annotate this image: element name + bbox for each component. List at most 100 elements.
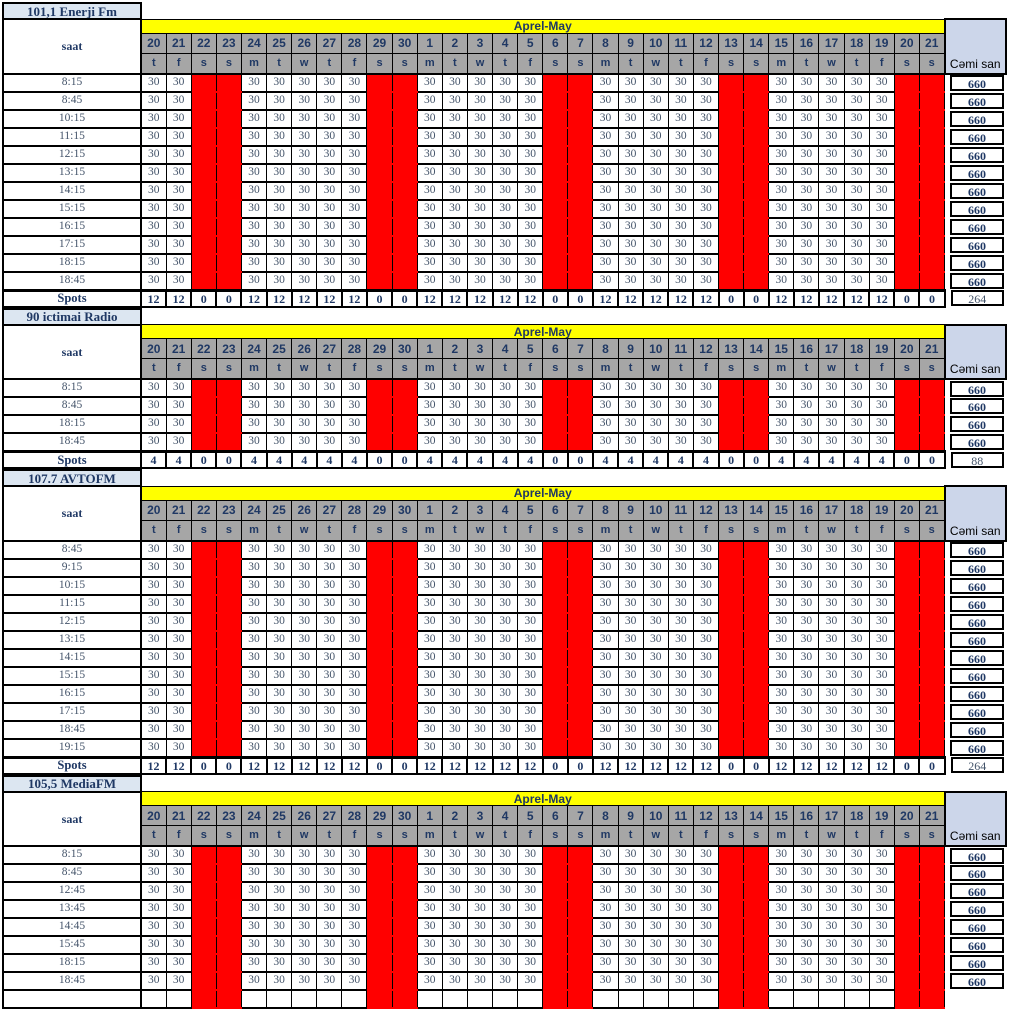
slot-seconds-cell: 30 (518, 164, 543, 182)
weekend-cell (894, 379, 919, 397)
slot-seconds-cell: 30 (417, 236, 442, 254)
slot-seconds-cell: 30 (442, 721, 467, 739)
weekend-cell (894, 272, 919, 291)
slot-seconds-cell: 30 (166, 846, 191, 864)
slot-seconds-cell: 30 (241, 882, 266, 900)
slot-seconds-cell: 30 (668, 667, 693, 685)
slot-seconds-cell: 30 (869, 254, 894, 272)
slot-seconds-cell: 30 (317, 846, 342, 864)
slot-seconds-cell: 30 (342, 900, 367, 918)
slot-seconds-cell: 30 (141, 882, 166, 900)
spots-count-cell: 0 (568, 290, 593, 307)
slot-seconds-cell: 30 (668, 559, 693, 577)
weekend-cell (744, 110, 769, 128)
day-letter-cell: f (342, 359, 367, 380)
slot-seconds-cell: 30 (342, 74, 367, 92)
slot-seconds-cell: 30 (241, 415, 266, 433)
slot-seconds-cell: 30 (417, 200, 442, 218)
weekend-cell (919, 882, 944, 900)
weekend-cell (568, 397, 593, 415)
slot-seconds-cell: 30 (618, 685, 643, 703)
day-number-cell: 17 (819, 806, 844, 826)
slot-seconds-cell: 30 (869, 415, 894, 433)
weekend-cell (543, 685, 568, 703)
time-cell: 13:15 (3, 631, 141, 649)
slot-seconds-cell: 30 (769, 667, 794, 685)
slot-seconds-cell: 30 (643, 254, 668, 272)
slot-seconds-cell: 30 (819, 577, 844, 595)
weekend-cell (543, 272, 568, 291)
weekend-cell (894, 972, 919, 990)
weekend-cell (894, 92, 919, 110)
weekend-cell (719, 433, 744, 452)
row-total-value: 660 (950, 722, 1004, 738)
day-number-cell: 9 (618, 339, 643, 359)
day-letter-cell: f (166, 53, 191, 74)
weekend-cell (744, 272, 769, 291)
day-letter-cell: f (518, 520, 543, 541)
weekend-cell (894, 631, 919, 649)
day-number-cell: 25 (267, 806, 292, 826)
spots-count-cell: 4 (442, 452, 467, 469)
weekend-cell (191, 200, 216, 218)
slot-seconds-cell: 30 (819, 972, 844, 990)
slot-seconds-cell: 30 (869, 918, 894, 936)
slot-seconds-cell: 30 (493, 272, 518, 291)
spots-count-cell: 4 (668, 452, 693, 469)
spots-count-cell: 12 (794, 290, 819, 307)
row-total-value: 660 (950, 219, 1004, 235)
spots-count-cell: 12 (819, 290, 844, 307)
weekend-cell (894, 541, 919, 559)
slot-seconds-cell: 30 (819, 541, 844, 559)
slot-seconds-cell: 30 (166, 397, 191, 415)
slot-seconds-cell: 30 (267, 631, 292, 649)
weekend-cell (919, 415, 944, 433)
spots-count-cell: 0 (744, 757, 769, 774)
slot-seconds-cell: 30 (442, 667, 467, 685)
slot-seconds-cell: 30 (643, 74, 668, 92)
day-letter-cell: t (668, 53, 693, 74)
weekend-cell (216, 272, 241, 291)
time-cell: 18:15 (3, 954, 141, 972)
weekend-cell (744, 397, 769, 415)
slot-seconds-cell: 30 (493, 846, 518, 864)
day-letter-cell: w (292, 826, 317, 847)
slot-seconds-cell: 30 (844, 739, 869, 758)
weekend-cell (367, 236, 392, 254)
day-number-cell: 16 (794, 806, 819, 826)
slot-seconds-cell: 30 (618, 846, 643, 864)
day-letter-cell: s (543, 520, 568, 541)
day-letter-cell: s (367, 826, 392, 847)
slot-seconds-cell: 30 (493, 110, 518, 128)
slot-seconds-cell: 30 (618, 397, 643, 415)
slot-seconds-cell: 30 (166, 703, 191, 721)
slot-seconds-cell: 30 (819, 864, 844, 882)
row-total-value: 660 (950, 632, 1004, 648)
slot-seconds-cell: 30 (844, 577, 869, 595)
slot-seconds-cell: 30 (467, 703, 492, 721)
slot-seconds-cell: 30 (417, 882, 442, 900)
slot-seconds-cell: 30 (292, 846, 317, 864)
weekend-cell (568, 936, 593, 954)
slot-seconds-cell: 30 (668, 685, 693, 703)
station-name: 107.7 AVTOFM (3, 470, 141, 486)
weekend-cell (392, 972, 417, 990)
weekend-cell (216, 218, 241, 236)
weekend-cell (367, 559, 392, 577)
slot-seconds-cell: 30 (342, 433, 367, 452)
weekend-cell (216, 200, 241, 218)
slot-seconds-cell: 30 (643, 882, 668, 900)
weekend-cell (392, 559, 417, 577)
slot-seconds-cell: 30 (241, 936, 266, 954)
weekend-cell (367, 954, 392, 972)
slot-seconds-cell: 30 (844, 146, 869, 164)
slot-seconds-cell: 30 (141, 559, 166, 577)
